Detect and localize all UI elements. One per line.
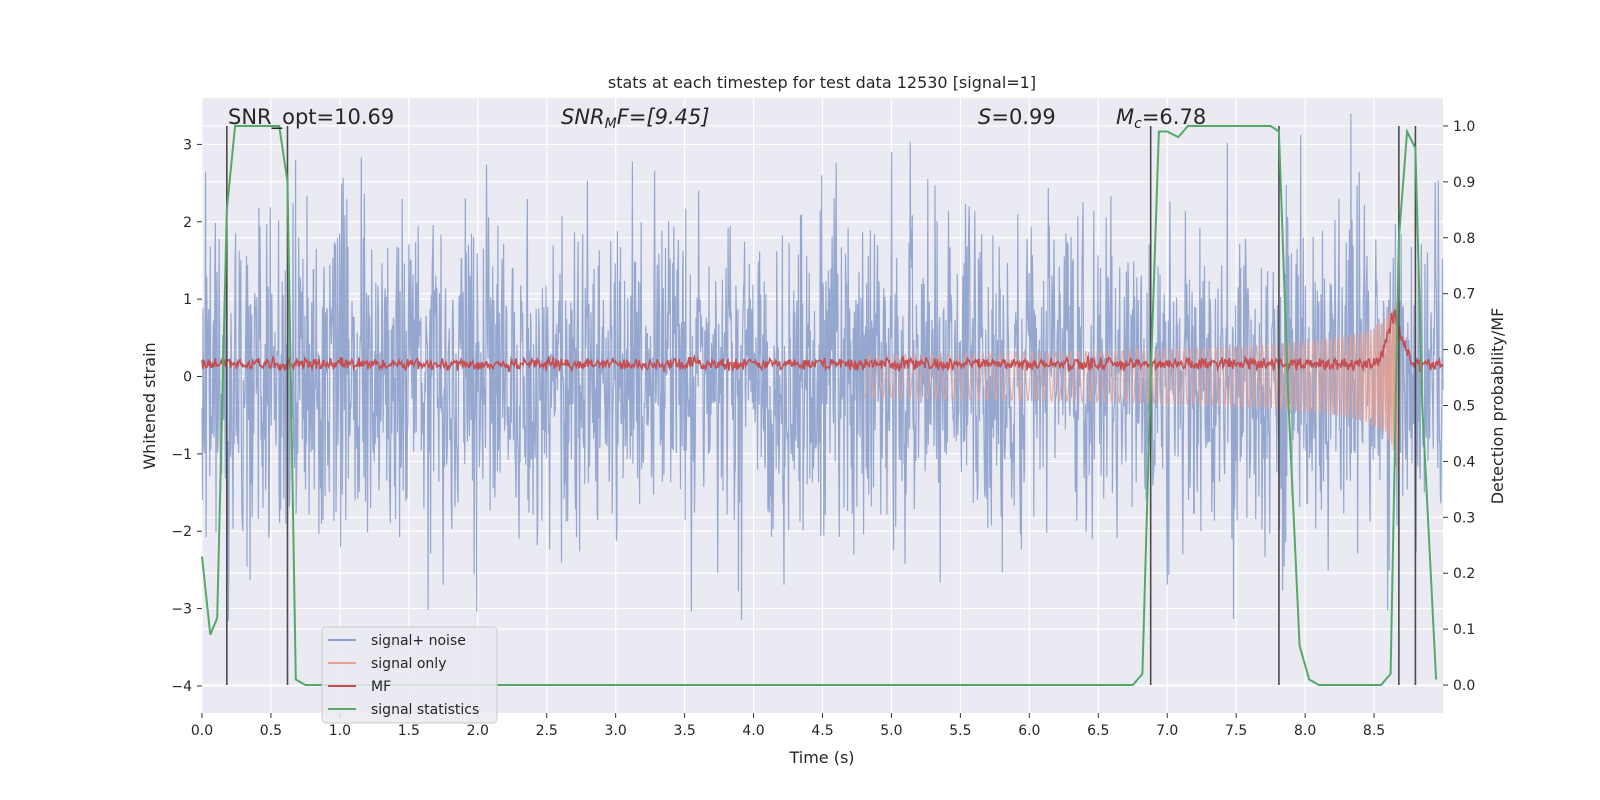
y-tick-label: 2 <box>183 215 192 231</box>
y-tick-label: −3 <box>171 602 192 618</box>
annotation-s: S=0.99 <box>978 105 1056 129</box>
y2-tick-label: 0.6 <box>1453 343 1475 359</box>
y2-tick-label: 0.0 <box>1453 678 1475 694</box>
ticks: 0.0 0.5 1.0 1.5 2.0 2.5 3.0 3.5 4.0 4.5 5.0 5.5 6.0 6… <box>171 119 1475 739</box>
signal-plus-noise-series <box>201 113 1444 621</box>
y2-tick-label: 0.4 <box>1453 454 1475 470</box>
x-tick-label: 8.0 <box>1294 723 1316 739</box>
x-tick-label: 4.5 <box>811 723 833 739</box>
signal-statistics-series <box>201 125 1438 686</box>
y2-tick-label: 0.2 <box>1453 566 1475 582</box>
x-tick-label: 6.0 <box>1018 723 1040 739</box>
vertical-lines <box>226 125 1417 686</box>
annotation-mc: Mc=6.78 <box>1116 105 1206 132</box>
legend-label-signal-statistics: signal statistics <box>371 702 479 718</box>
y-tick-label: 0 <box>183 369 192 385</box>
legend-label-signal-only: signal only <box>371 656 446 672</box>
mf-line <box>201 309 1444 373</box>
y2-tick-label: 0.1 <box>1453 622 1475 638</box>
y-tick-label: 3 <box>183 137 192 153</box>
y2-tick-label: 0.3 <box>1453 510 1475 526</box>
x-tick-label: 2.0 <box>467 723 489 739</box>
legend-label-signal-noise: signal+ noise <box>371 633 466 649</box>
x-axis-label: Time (s) <box>788 748 854 767</box>
y2-tick-label: 0.9 <box>1453 175 1475 191</box>
x-tick-label: 5.5 <box>949 723 971 739</box>
x-tick-label: 3.0 <box>605 723 627 739</box>
y2-tick-label: 0.8 <box>1453 231 1475 247</box>
mf-series <box>201 309 1444 373</box>
annotation-snr-mf: SNRMF=[9.45] <box>561 105 710 132</box>
chart-title: stats at each timestep for test data 125… <box>608 73 1036 92</box>
signal-plus-noise-line <box>201 113 1444 621</box>
signal-statistics-line <box>201 125 1438 686</box>
x-tick-label: 3.5 <box>673 723 695 739</box>
x-tick-label: 8.5 <box>1363 723 1385 739</box>
x-tick-label: 1.5 <box>398 723 420 739</box>
y-tick-label: −1 <box>171 447 192 463</box>
y-axis-label: Whitened strain <box>140 342 159 469</box>
x-tick-label: 7.5 <box>1225 723 1247 739</box>
x-tick-label: 5.0 <box>880 723 902 739</box>
y2-tick-label: 1.0 <box>1453 119 1475 135</box>
x-tick-label: 7.0 <box>1156 723 1178 739</box>
x-tick-label: 2.5 <box>536 723 558 739</box>
x-tick-label: 1.0 <box>329 723 351 739</box>
y2-axis-label: Detection probability/MF <box>1488 308 1507 505</box>
x-tick-label: 4.0 <box>742 723 764 739</box>
signal-only-line <box>863 302 1399 473</box>
signal-only-series <box>863 302 1399 473</box>
legend-box <box>321 626 498 724</box>
x-tick-label: 0.0 <box>191 723 213 739</box>
legend-label-mf: MF <box>371 679 391 695</box>
y-tick-label: −2 <box>171 524 192 540</box>
legend: signal+ noise signal only MF signal stat… <box>321 626 498 724</box>
annotation-snr-opt: SNR_opt=10.69 <box>228 105 394 130</box>
x-tick-label: 0.5 <box>260 723 282 739</box>
x-tick-label: 6.5 <box>1087 723 1109 739</box>
y-tick-label: −4 <box>171 679 192 695</box>
y2-tick-label: 0.5 <box>1453 399 1475 415</box>
y-tick-label: 1 <box>183 292 192 308</box>
y2-tick-label: 0.7 <box>1453 287 1475 303</box>
